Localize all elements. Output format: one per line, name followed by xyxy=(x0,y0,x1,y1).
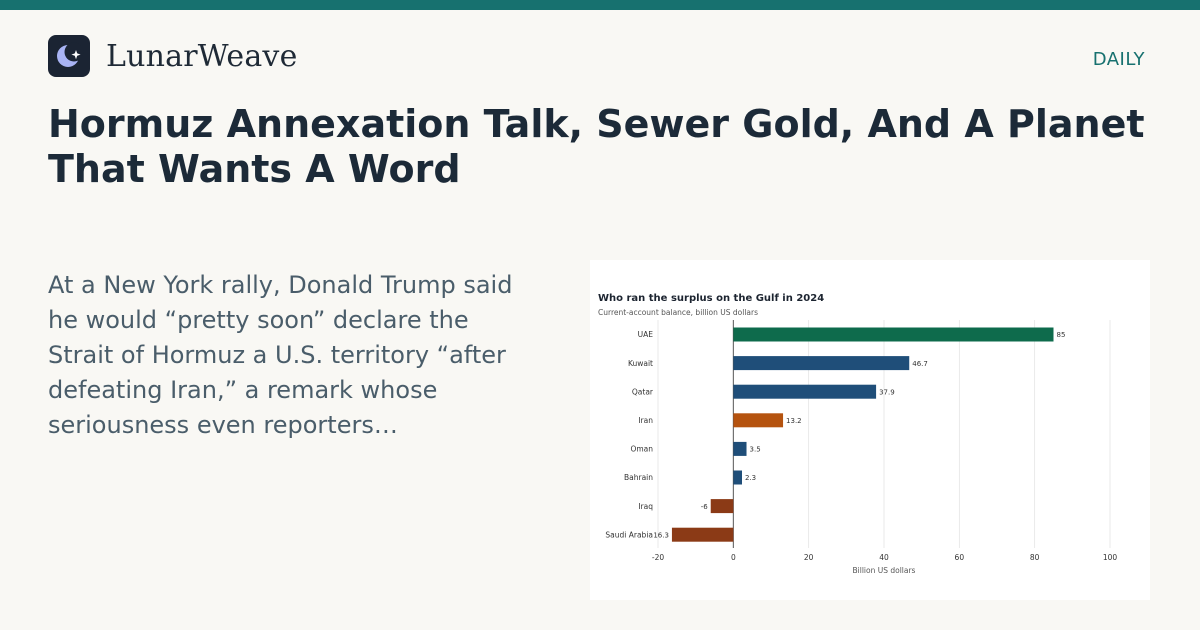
category-label: Oman xyxy=(630,445,653,454)
brand-name: LunarWeave xyxy=(106,38,298,74)
x-axis-label: Billion US dollars xyxy=(853,566,916,575)
brand[interactable]: LunarWeave xyxy=(48,35,298,77)
data-label: 46.7 xyxy=(912,360,928,368)
data-label: 13.2 xyxy=(786,417,802,425)
data-label: -6 xyxy=(701,503,709,511)
data-label: 37.9 xyxy=(879,388,895,396)
bar xyxy=(710,499,734,514)
data-label: 3.5 xyxy=(750,446,761,454)
data-label: 85 xyxy=(1057,331,1066,339)
chart-title: Who ran the surplus on the Gulf in 2024 xyxy=(598,293,824,304)
x-tick-label: -20 xyxy=(652,553,664,562)
category-label: UAE xyxy=(638,330,654,339)
category-label: Iran xyxy=(638,416,653,425)
x-tick-label: 20 xyxy=(804,553,814,562)
category-label: Kuwait xyxy=(628,359,653,368)
x-tick-label: 60 xyxy=(955,553,965,562)
bar xyxy=(733,441,747,456)
chart-card: Who ran the surplus on the Gulf in 2024 … xyxy=(590,260,1150,600)
crescent-moon-icon xyxy=(48,35,90,77)
bar xyxy=(733,356,910,371)
bar xyxy=(733,384,877,399)
section-label[interactable]: DAILY xyxy=(1092,49,1145,70)
top-accent-bar xyxy=(0,0,1200,10)
bar xyxy=(671,527,734,542)
bar xyxy=(733,413,784,428)
x-tick-label: 80 xyxy=(1030,553,1040,562)
article-summary: At a New York rally, Donald Trump said h… xyxy=(48,271,513,439)
x-tick-label: 100 xyxy=(1103,553,1118,562)
category-label: Saudi Arabia xyxy=(605,530,653,539)
x-tick-label: 0 xyxy=(731,553,736,562)
category-label: Bahrain xyxy=(624,473,653,482)
x-tick-label: 40 xyxy=(879,553,889,562)
category-label: Qatar xyxy=(632,387,654,396)
bar xyxy=(733,470,742,485)
bar-chart: Who ran the surplus on the Gulf in 2024 … xyxy=(598,293,1118,575)
chart-subtitle: Current-account balance, billion US doll… xyxy=(598,308,758,317)
bar xyxy=(733,327,1054,342)
headline: Hormuz Annexation Talk, Sewer Gold, And … xyxy=(48,102,1145,191)
category-label: Iraq xyxy=(638,502,653,511)
data-label: 16.3 xyxy=(653,531,669,539)
data-label: 2.3 xyxy=(745,474,756,482)
